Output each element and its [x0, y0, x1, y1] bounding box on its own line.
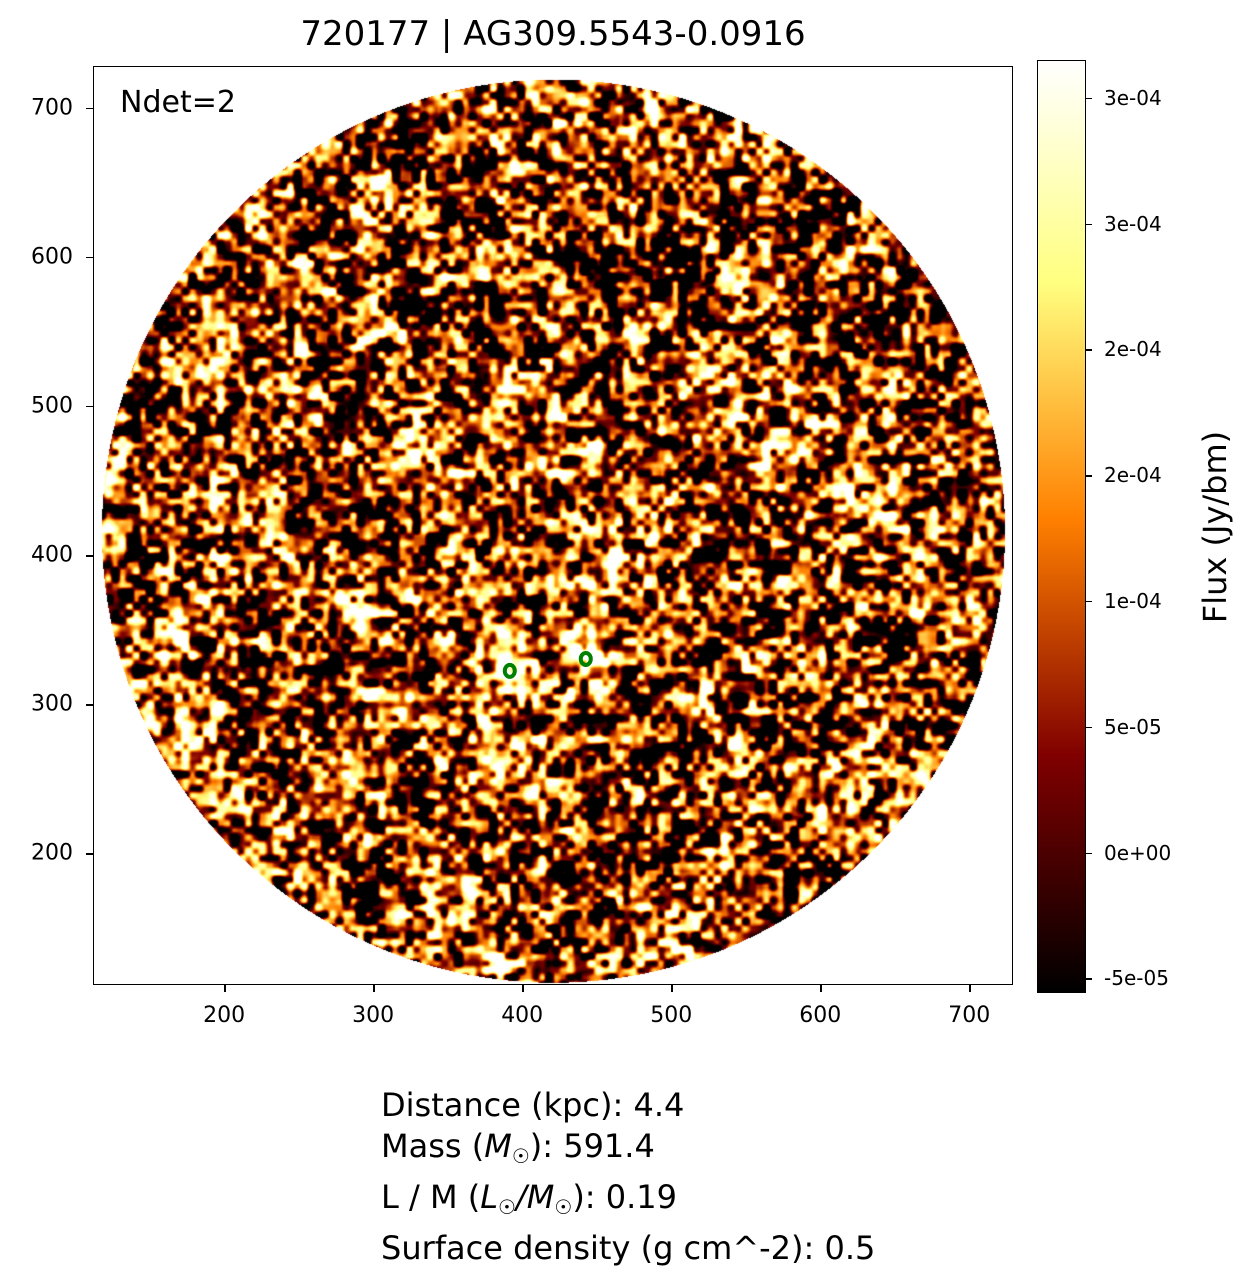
colorbar-tick-label: 2e-04: [1104, 337, 1162, 362]
y-tick: [86, 555, 93, 557]
colorbar-tick: [1085, 349, 1092, 351]
colorbar-tick-label: 1e-04: [1104, 588, 1162, 613]
colorbar-label: Flux (Jy/bm): [1196, 430, 1234, 624]
surface-density-line: Surface density (g cm^-2): 0.5: [381, 1229, 876, 1267]
sun-symbol: ☉: [511, 1144, 530, 1168]
colorbar-tick: [1085, 852, 1092, 855]
lm-sym1: L: [480, 1178, 499, 1216]
detections-layer: [502, 650, 593, 679]
x-tick: [522, 985, 524, 992]
y-tick: [86, 107, 93, 110]
y-tick-label: 500: [31, 393, 73, 419]
x-tick-label: 500: [650, 1003, 693, 1028]
y-tick-label: 200: [31, 840, 73, 866]
colorbar-tick-label: 0e+00: [1104, 840, 1172, 865]
y-tick: [86, 405, 93, 408]
colorbar-tick-label: 3e-04: [1104, 85, 1162, 110]
x-tick-label: 700: [948, 1003, 991, 1028]
x-tick: [820, 985, 822, 992]
lm-sym2: M: [526, 1178, 555, 1216]
x-tick: [671, 985, 673, 992]
mass-line: Mass (M☉): 591.4: [381, 1126, 875, 1177]
sun-symbol: ☉: [498, 1195, 516, 1219]
lm-mid: /: [515, 1178, 527, 1216]
x-tick: [969, 985, 971, 992]
distance-line: Distance (kpc): 4.4: [381, 1086, 685, 1124]
detection-marker: [578, 650, 593, 667]
chart-title: 720177 | AG309.5543-0.0916: [300, 14, 806, 54]
mass-pre: Mass (: [381, 1127, 485, 1165]
colorbar-tick-label: 3e-04: [1104, 211, 1162, 236]
colorbar-tick-label: 2e-04: [1104, 463, 1162, 488]
image-axes: Ndet=2: [93, 66, 1013, 985]
lm-pre: L / M (: [381, 1178, 481, 1216]
y-tick-label: 700: [31, 95, 73, 121]
x-tick-label: 600: [799, 1003, 842, 1028]
colorbar-tick: [1085, 600, 1092, 603]
mass-sym: M: [484, 1127, 512, 1165]
info-text: Distance (kpc): 4.4 Mass (M☉): 591.4 L /…: [381, 1085, 875, 1267]
mass-post: ): 591.4: [529, 1127, 655, 1165]
lm-line: L / M (L☉/M☉): 0.19: [381, 1177, 875, 1228]
y-tick-label: 300: [31, 691, 73, 717]
colorbar-tick: [1085, 475, 1092, 477]
x-tick-label: 200: [203, 1003, 246, 1028]
colorbar: [1037, 60, 1086, 993]
y-tick: [86, 704, 93, 706]
colorbar-tick-label: -5e-05: [1104, 966, 1169, 991]
flux-map: [94, 67, 1012, 984]
colorbar-tick-label: 5e-05: [1104, 714, 1162, 739]
y-tick: [86, 256, 93, 259]
detection-marker: [502, 662, 517, 679]
y-tick: [86, 853, 93, 855]
colorbar-tick: [1085, 97, 1092, 100]
colorbar-tick: [1085, 726, 1092, 729]
y-tick-label: 600: [31, 244, 73, 270]
x-tick-label: 300: [352, 1003, 395, 1028]
y-tick-label: 400: [31, 542, 73, 568]
colorbar-tick: [1085, 978, 1092, 980]
colorbar-tick: [1085, 223, 1092, 226]
x-tick: [373, 985, 375, 992]
x-tick: [224, 985, 226, 992]
sun-symbol: ☉: [554, 1195, 573, 1219]
x-tick-label: 400: [501, 1003, 544, 1028]
ndet-annotation: Ndet=2: [120, 85, 236, 120]
lm-post: ): 0.19: [572, 1178, 677, 1216]
